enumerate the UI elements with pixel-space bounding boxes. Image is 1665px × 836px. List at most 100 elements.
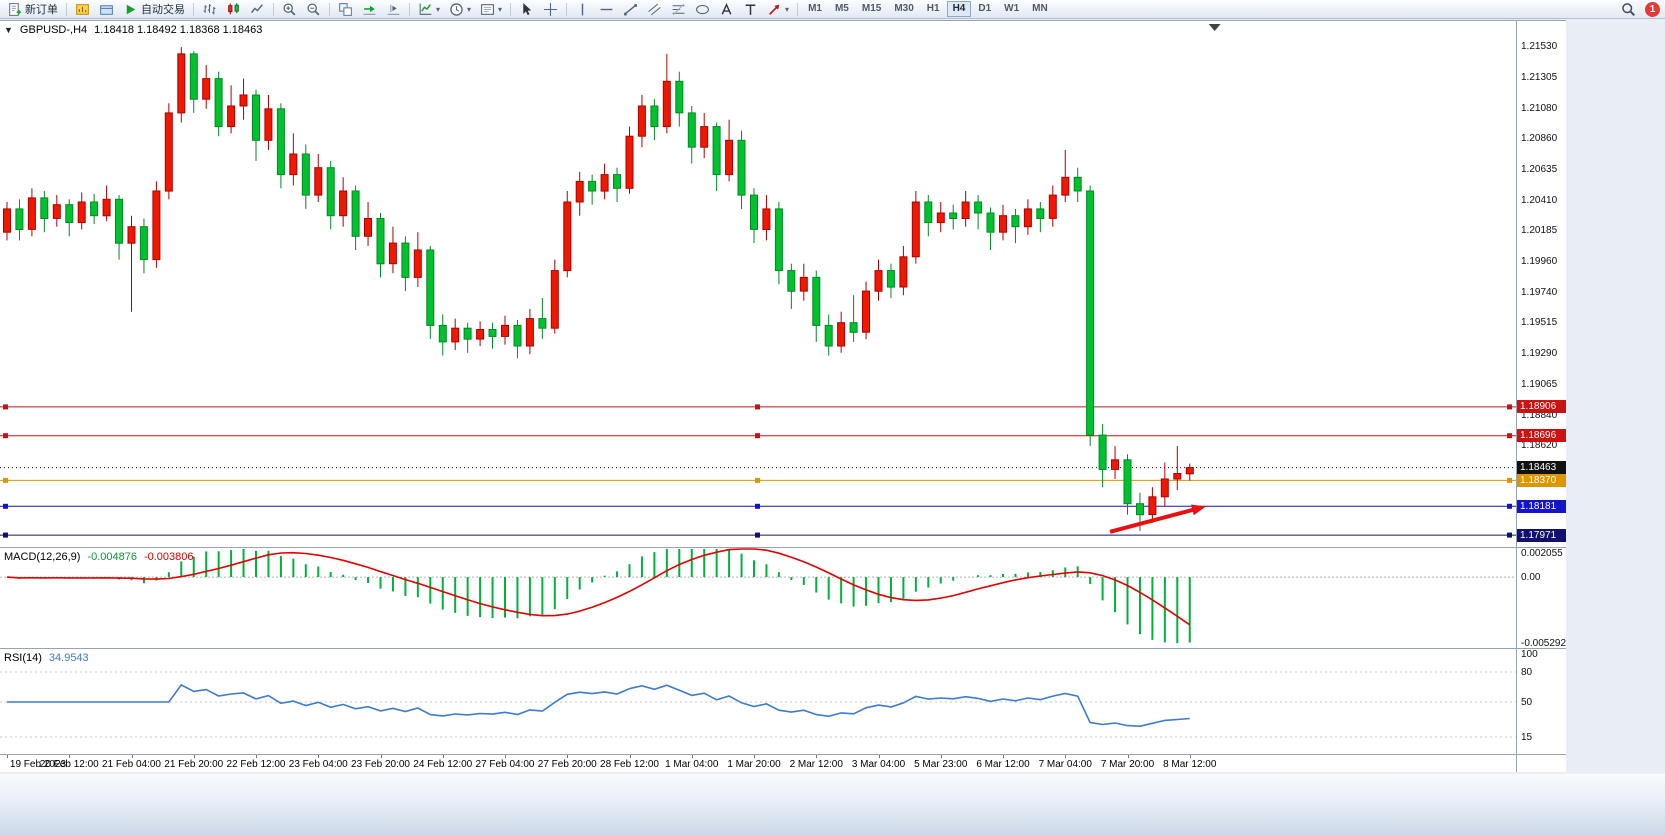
time-axis-tick (442, 755, 444, 758)
time-axis-tick (1065, 755, 1067, 758)
new-order-button-label: 新订单 (25, 4, 58, 16)
chevron-down-icon: ▾ (498, 4, 503, 14)
channel-button[interactable] (643, 1, 666, 18)
price-tag-1.18370: 1.18370 (1517, 473, 1566, 487)
one-click-trading-toggle[interactable]: ▼ (4, 25, 13, 35)
timeframe-d1-button[interactable]: D1 (972, 1, 997, 17)
timeframe-m1-button[interactable]: M1 (802, 1, 828, 17)
text-t-icon (743, 2, 758, 17)
price-tag-1.18696: 1.18696 (1517, 429, 1566, 443)
time-axis-tick (131, 755, 133, 758)
search-button[interactable] (1617, 1, 1640, 18)
time-axis-label: 5 Mar 23:00 (914, 759, 968, 770)
profiles-icon (99, 2, 114, 17)
timeframe-h1-button[interactable]: H1 (921, 1, 946, 17)
toolbar-separator (797, 2, 799, 16)
tile-windows-button[interactable] (334, 1, 357, 18)
chart-window: ▼ GBPUSD-,H4 1.18418 1.18492 1.18368 1.1… (0, 20, 1566, 772)
indicators-button[interactable]: ▾ (414, 1, 444, 18)
line-chart-button[interactable] (246, 1, 269, 18)
text-button[interactable] (715, 1, 738, 18)
time-axis-label: 7 Mar 04:00 (1038, 759, 1092, 770)
label-button[interactable] (739, 1, 762, 18)
text-a-icon (719, 2, 734, 17)
time-axis[interactable]: 19 Feb 2023 20 Feb 12:00 21 Feb 04:00 21 Fe… (0, 754, 1566, 772)
autotrading-button[interactable]: 自动交易 (119, 1, 189, 18)
chart-shift-icon (386, 2, 401, 17)
time-axis-label: 28 Feb 12:00 (600, 759, 659, 770)
rsi-chart[interactable] (0, 649, 1516, 755)
periods-button[interactable]: ▾ (445, 1, 475, 18)
zoom-in-icon (282, 2, 297, 17)
cursor-icon (519, 2, 534, 17)
horizontal-line-button[interactable] (595, 1, 618, 18)
timeframe-mn-button[interactable]: MN (1026, 1, 1054, 17)
symbol-timeframe-label: GBPUSD-,H4 (19, 24, 88, 36)
candlestick-chart[interactable] (0, 21, 1516, 547)
price-tag-1.18181: 1.18181 (1517, 499, 1566, 513)
ohlc-values: 1.18418 1.18492 1.18368 1.18463 (94, 24, 263, 36)
price-axis-tick: 1.19515 (1521, 317, 1558, 329)
rsi-title: RSI(14) (4, 652, 42, 664)
templates-button[interactable]: ▾ (476, 1, 506, 18)
time-axis-tick (754, 755, 755, 758)
macd-label: MACD(12,26,9) -0.004876 -0.003806 (4, 551, 194, 563)
candlestick-chart-button[interactable] (222, 1, 245, 18)
price-axis[interactable]: 1.21530 1.21305 1.21080 1.20860 1.20635 1.204… (1516, 21, 1566, 547)
price-axis-tick: 1.21530 (1521, 41, 1558, 53)
chevron-down-icon: ▾ (785, 4, 790, 14)
new-order-icon (7, 2, 22, 17)
cursor-button[interactable] (515, 1, 538, 18)
trendline-icon (623, 2, 638, 17)
macd-chart[interactable] (0, 548, 1516, 649)
price-axis-tick: 1.19960 (1521, 256, 1558, 268)
trend-arrow-annotation[interactable] (1190, 504, 1206, 516)
time-axis-label: 27 Feb 20:00 (537, 759, 597, 770)
timeframe-m30-button[interactable]: M30 (888, 1, 919, 17)
rsi-axis-tick: 50 (1521, 697, 1533, 708)
charts-button[interactable] (71, 1, 94, 18)
zoom-out-button[interactable] (302, 1, 325, 18)
price-tag-1.18463: 1.18463 (1517, 461, 1566, 475)
price-axis-tick: 1.20860 (1521, 132, 1558, 144)
toolbar-separator (66, 2, 67, 16)
timeframe-m15-button[interactable]: M15 (856, 1, 887, 17)
chevron-down-icon: ▾ (467, 4, 472, 14)
fibonacci-button[interactable] (667, 1, 690, 18)
vertical-line-icon (575, 2, 590, 17)
profiles-button[interactable] (95, 1, 118, 18)
toolbar-separator (409, 2, 410, 16)
timeframe-h4-button[interactable]: H4 (946, 1, 972, 17)
time-axis-label: 7 Mar 20:00 (1100, 759, 1155, 770)
crosshair-button[interactable] (539, 1, 562, 18)
time-axis-corner (1516, 755, 1566, 772)
price-axis-tick: 1.20635 (1521, 163, 1558, 175)
bar-chart-button[interactable] (198, 1, 221, 18)
price-axis-tick: 1.19290 (1521, 348, 1558, 360)
time-axis-label: 23 Feb 04:00 (288, 759, 348, 770)
zoom-out-icon (306, 2, 321, 17)
chart-shift-marker[interactable] (1208, 24, 1221, 31)
trendline-button[interactable] (619, 1, 642, 18)
time-axis-tick (1003, 755, 1004, 758)
new-order-button[interactable]: 新订单 (3, 1, 62, 18)
zoom-in-button[interactable] (278, 1, 301, 18)
channel-icon (647, 2, 662, 17)
toolbar-separator (193, 2, 194, 16)
clock-icon (449, 2, 464, 17)
auto-scroll-button[interactable] (358, 1, 381, 18)
price-axis-tick: 1.20185 (1521, 225, 1558, 237)
chart-shift-button[interactable] (382, 1, 405, 18)
timeframe-m5-button[interactable]: M5 (829, 1, 855, 17)
notification-badge[interactable]: 1 (1645, 1, 1660, 17)
shapes-button[interactable] (691, 1, 714, 18)
time-axis-label: 2 Mar 12:00 (789, 759, 843, 770)
time-axis-label: 20 Feb 12:00 (39, 759, 99, 770)
rsi-axis-tick: 80 (1521, 667, 1533, 678)
arrows-button[interactable]: ▾ (763, 1, 793, 18)
timeframe-w1-button[interactable]: W1 (998, 1, 1025, 17)
price-tag-1.18906: 1.18906 (1517, 400, 1566, 414)
rsi-axis-tick: 15 (1521, 732, 1533, 743)
time-axis-tick (691, 755, 693, 758)
vertical-line-button[interactable] (571, 1, 594, 18)
